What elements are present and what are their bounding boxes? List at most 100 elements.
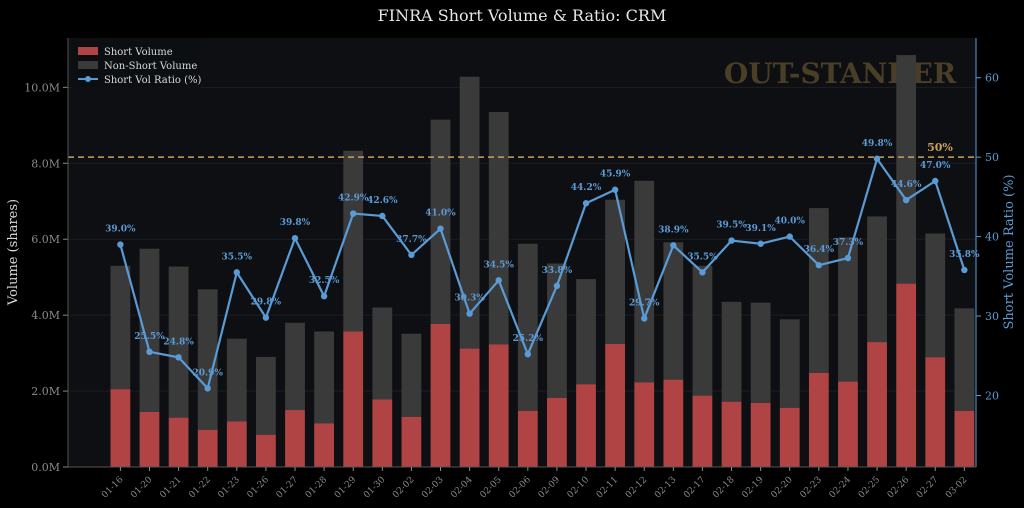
- bar-non-short: [779, 319, 800, 408]
- ratio-point: [873, 155, 881, 162]
- ratio-data-label: 29.7%: [629, 298, 660, 308]
- ratio-data-label: 35.8%: [949, 250, 980, 260]
- bar-short: [430, 323, 451, 467]
- bar-non-short: [838, 237, 858, 382]
- ratio-point: [844, 254, 852, 262]
- ratio-point: [932, 177, 939, 185]
- bar-short: [372, 399, 393, 467]
- ratio-point: [146, 348, 153, 356]
- y-tick-label: 6.0M: [31, 233, 60, 246]
- legend-swatch-ratio-marker: [85, 76, 91, 82]
- bar-non-short: [721, 301, 742, 402]
- ratio-data-label: 37.7%: [396, 235, 427, 245]
- bar-short: [168, 417, 189, 467]
- bar-non-short: [430, 119, 451, 324]
- bar-non-short: [750, 302, 771, 403]
- legend-swatch-short: [78, 47, 98, 55]
- bar-non-short: [285, 322, 305, 411]
- bar-short: [750, 402, 771, 467]
- y2-tick-label: 30: [985, 310, 999, 323]
- chart-title: FINRA Short Volume & Ratio: CRM: [378, 6, 667, 25]
- ratio-point: [379, 212, 386, 220]
- bar-short: [547, 397, 567, 467]
- bar-non-short: [459, 76, 480, 349]
- ratio-data-label: 38.9%: [658, 225, 689, 235]
- bar-short: [954, 410, 975, 467]
- ratio-point: [437, 225, 444, 232]
- bar-non-short: [692, 265, 713, 396]
- bar-non-short: [110, 265, 131, 390]
- ratio-point: [641, 315, 648, 322]
- bar-non-short: [576, 279, 596, 385]
- bar-short: [488, 344, 509, 467]
- ratio-data-label: 25.5%: [134, 332, 165, 342]
- ratio-data-label: 41.0%: [425, 209, 456, 219]
- y-tick-label: 2.0M: [31, 385, 60, 398]
- y-axis-label: Volume (shares): [6, 199, 21, 306]
- bar-short: [343, 331, 364, 467]
- bar-non-short: [896, 55, 917, 284]
- ratio-point: [582, 200, 590, 207]
- ratio-data-label: 37.3%: [833, 238, 864, 248]
- ratio-point: [786, 233, 793, 240]
- ratio-data-label: 30.3%: [454, 294, 485, 304]
- ratio-data-label: 44.6%: [891, 180, 922, 190]
- bar-non-short: [488, 112, 509, 345]
- bar-series: [110, 55, 975, 467]
- threshold-label: 50%: [927, 141, 953, 154]
- ratio-point: [233, 269, 240, 276]
- watermark-text: OUT-STANDER: [724, 57, 957, 90]
- bar-short: [314, 423, 334, 467]
- ratio-point: [175, 354, 182, 361]
- ratio-point: [117, 241, 124, 248]
- legend-label-non-short: Non-Short Volume: [104, 61, 197, 72]
- bar-short: [576, 384, 596, 467]
- bar-short: [896, 283, 917, 467]
- y2-tick-label: 50: [985, 151, 999, 164]
- bar-short: [285, 410, 305, 467]
- ratio-point: [611, 186, 619, 193]
- bar-short: [692, 395, 713, 467]
- ratio-point: [262, 314, 270, 321]
- ratio-point: [495, 277, 502, 284]
- ratio-point: [291, 235, 299, 242]
- bar-non-short: [663, 242, 684, 380]
- ratio-point: [408, 251, 415, 259]
- ratio-data-label: 25.2%: [513, 334, 544, 344]
- bar-non-short: [372, 307, 393, 400]
- bar-non-short: [168, 266, 189, 418]
- bar-non-short: [197, 289, 218, 430]
- bar-non-short: [954, 308, 975, 411]
- bar-non-short: [925, 233, 946, 358]
- bar-short: [779, 407, 800, 467]
- bar-non-short: [867, 216, 887, 343]
- y2-tick-label: 20: [985, 390, 999, 403]
- ratio-data-label: 49.8%: [862, 139, 893, 149]
- ratio-point: [524, 350, 532, 358]
- bar-short: [401, 416, 422, 467]
- legend-label-short: Short Volume: [104, 47, 173, 58]
- ratio-data-label: 32.5%: [309, 276, 340, 286]
- ratio-data-label: 45.9%: [600, 170, 631, 180]
- ratio-data-label: 42.9%: [338, 194, 369, 204]
- y2-axis-label: Short Volume Ratio (%): [1002, 174, 1017, 329]
- bar-short: [867, 342, 887, 467]
- ratio-data-label: 20.9%: [192, 368, 223, 378]
- ratio-data-label: 39.8%: [280, 218, 311, 228]
- y-tick-label: 4.0M: [31, 309, 60, 322]
- bar-non-short: [256, 356, 276, 435]
- bar-non-short: [605, 199, 626, 344]
- bar-short: [925, 357, 946, 467]
- bar-non-short: [314, 331, 334, 424]
- bar-short: [226, 421, 247, 467]
- bar-short: [197, 429, 218, 467]
- ratio-point: [757, 240, 764, 247]
- ratio-point: [350, 210, 357, 217]
- ratio-point: [961, 266, 968, 274]
- bar-short: [663, 379, 684, 467]
- legend-swatch-non-short: [78, 61, 98, 69]
- bar-short: [517, 410, 538, 467]
- ratio-data-label: 35.5%: [222, 252, 253, 262]
- ratio-point: [815, 262, 823, 269]
